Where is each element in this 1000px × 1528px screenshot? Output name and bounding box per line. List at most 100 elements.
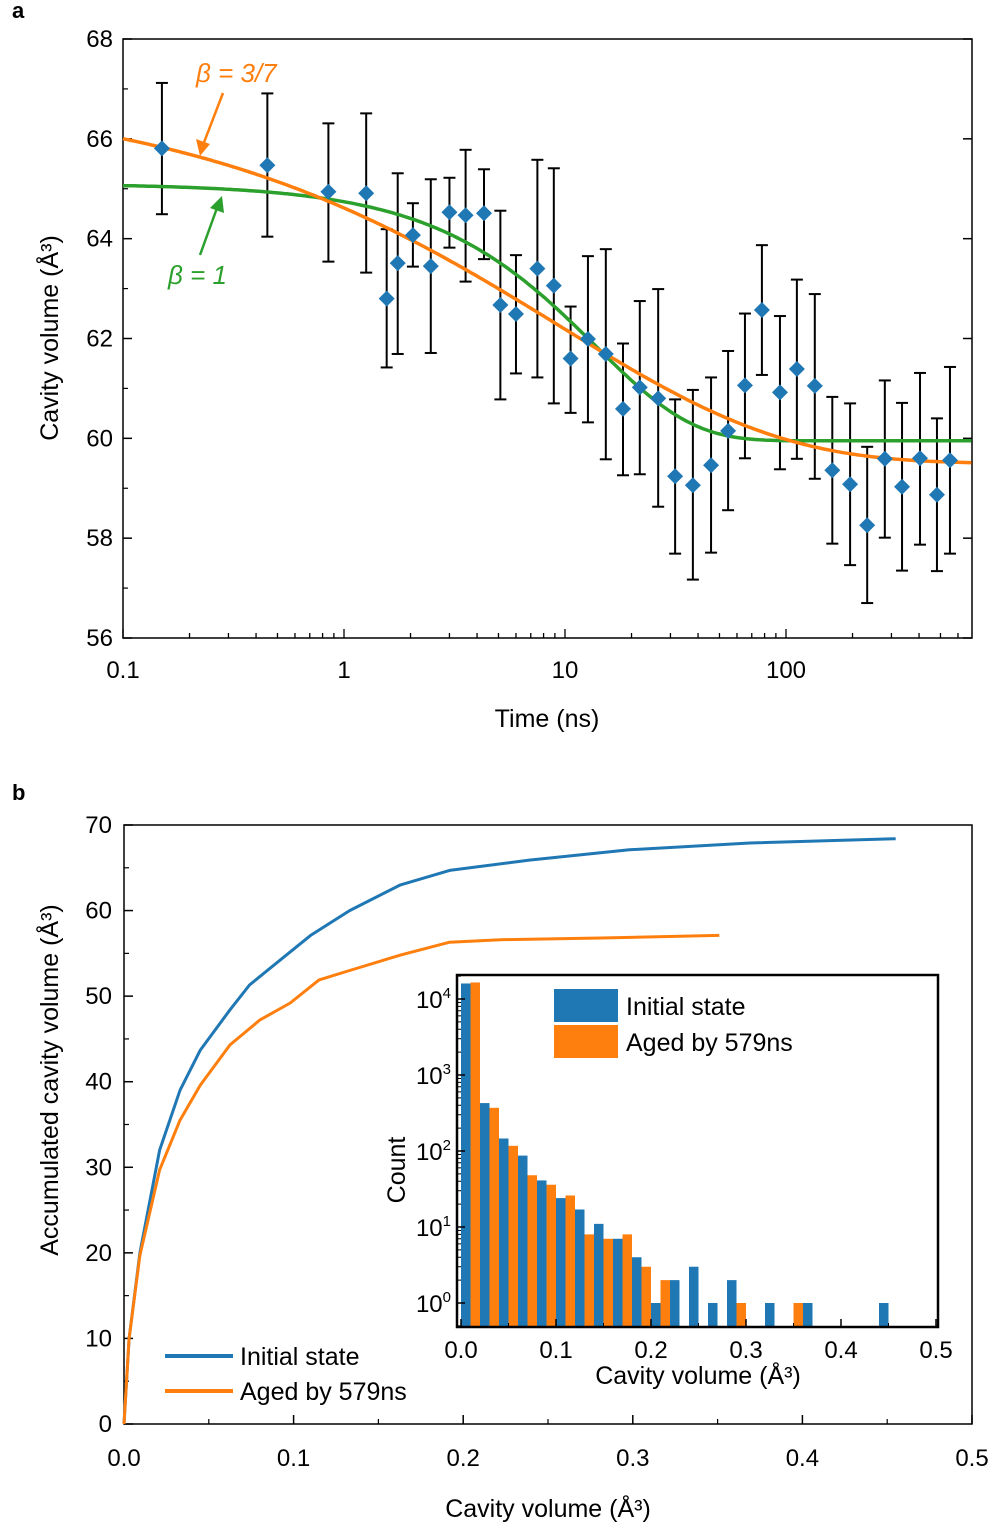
cumulative-line xyxy=(122,837,896,1425)
legend-label-initial: Initial state xyxy=(240,1343,360,1371)
data-point xyxy=(842,476,859,493)
plot-frame xyxy=(123,824,973,1425)
data-point xyxy=(529,260,546,277)
data-point xyxy=(153,140,170,157)
data-point xyxy=(579,330,596,347)
x-tick-label: 0.1 xyxy=(539,1337,572,1364)
histogram-bar xyxy=(537,1180,547,1327)
data-point xyxy=(507,306,524,323)
data-point xyxy=(788,360,805,377)
panel-b-legend: Initial state Aged by 579ns xyxy=(165,1343,407,1406)
inset-legend-aged: Aged by 579ns xyxy=(626,1029,793,1057)
fit-label-stretched: β = 3/7 xyxy=(195,58,278,88)
x-tick-label: 0.1 xyxy=(277,1445,310,1472)
x-tick-label: 0.5 xyxy=(919,1337,952,1364)
x-tick-label: 1 xyxy=(337,657,350,684)
data-point xyxy=(422,258,439,275)
data-point xyxy=(771,384,788,401)
data-point xyxy=(941,452,958,469)
histogram-bar xyxy=(556,1198,566,1327)
data-point xyxy=(259,157,276,174)
panel-label-b: b xyxy=(12,780,25,805)
x-tick-label: 0.4 xyxy=(786,1445,819,1472)
y-tick-label: 56 xyxy=(86,625,113,652)
data-point xyxy=(378,290,395,307)
panel-b-y-label: Accumulated cavity volume (Å³) xyxy=(34,904,64,1256)
histogram-bar xyxy=(641,1266,651,1327)
histogram-bar xyxy=(575,1209,585,1327)
data-point xyxy=(753,302,770,319)
data-point xyxy=(859,517,876,534)
panel-a-x-label: Time (ns) xyxy=(495,705,600,733)
inset-legend-initial: Initial state xyxy=(626,993,746,1021)
y-tick-label: 50 xyxy=(85,983,112,1010)
x-tick-label: 0.0 xyxy=(107,1445,140,1472)
data-point xyxy=(876,450,893,467)
histogram-bar xyxy=(660,1280,670,1327)
histogram-bar xyxy=(613,1238,623,1327)
data-point xyxy=(894,478,911,495)
y-tick-label: 64 xyxy=(86,226,113,253)
histogram-bar xyxy=(565,1195,575,1327)
histogram-bar xyxy=(632,1257,642,1327)
y-tick-label: 10 xyxy=(85,1325,112,1352)
histogram-bar xyxy=(603,1238,613,1327)
data-point xyxy=(631,379,648,396)
data-point xyxy=(912,450,929,467)
data-point xyxy=(358,185,375,202)
histogram-bar xyxy=(689,1266,699,1327)
fit-curve xyxy=(122,136,972,465)
panel-a-plot: 56 58 60 62 64 66 68 0.1 1 10 100 xyxy=(86,26,973,684)
x-tick-label: 0.0 xyxy=(444,1337,477,1364)
arrow-simple-icon xyxy=(198,196,224,256)
cumulative-line xyxy=(122,933,720,1425)
data-point xyxy=(562,350,579,367)
x-tick-label: 0.2 xyxy=(447,1445,480,1472)
data-point xyxy=(457,207,474,224)
data-point xyxy=(650,390,667,407)
x-tick-label: 0.4 xyxy=(824,1337,857,1364)
histogram-bar xyxy=(508,1145,518,1327)
data-point xyxy=(928,486,945,503)
x-tick-label: 0.2 xyxy=(634,1337,667,1364)
data-point xyxy=(475,205,492,222)
data-point xyxy=(684,477,701,494)
histogram-bar xyxy=(736,1303,746,1327)
data-point xyxy=(320,183,337,200)
y-tick-label: 104 xyxy=(416,985,451,1014)
y-tick-label: 100 xyxy=(416,1289,451,1318)
y-tick-label: 0 xyxy=(99,1411,112,1438)
histogram-bar xyxy=(651,1303,661,1327)
histogram-bar xyxy=(480,1103,490,1327)
x-tick-label: 0.1 xyxy=(106,657,139,684)
y-tick-label: 101 xyxy=(416,1213,451,1242)
x-tick-label: 0.3 xyxy=(616,1445,649,1472)
histogram-bar xyxy=(670,1280,680,1327)
legend-label-aged: Aged by 579ns xyxy=(240,1378,407,1406)
y-tick-label: 62 xyxy=(86,326,113,353)
data-point xyxy=(720,422,737,439)
y-tick-label: 30 xyxy=(85,1154,112,1181)
histogram-bar xyxy=(470,982,480,1327)
data-point xyxy=(703,457,720,474)
panel-b-plot: 0 10 20 30 40 50 60 70 0.0 0.1 0.2 0.3 0.4 0.5 xyxy=(85,812,988,1472)
inset-legend: Initial state Aged by 579ns xyxy=(554,989,793,1058)
data-point xyxy=(615,400,632,417)
histogram-bar xyxy=(803,1303,813,1327)
panel-b-x-label: Cavity volume (Å³) xyxy=(445,1493,651,1523)
data-point xyxy=(667,468,684,485)
data-point xyxy=(806,377,823,394)
y-tick-label: 20 xyxy=(85,1240,112,1267)
histogram-bar xyxy=(765,1303,775,1327)
histogram-bar xyxy=(546,1184,556,1327)
histogram-bar xyxy=(879,1303,889,1327)
data-point xyxy=(492,297,509,314)
histogram-bar xyxy=(461,983,471,1327)
y-tick-label: 40 xyxy=(85,1069,112,1096)
y-tick-label: 102 xyxy=(416,1137,451,1166)
data-point xyxy=(404,227,421,244)
x-tick-label: 100 xyxy=(766,657,806,684)
y-tick-label: 66 xyxy=(86,126,113,153)
x-tick-label: 10 xyxy=(552,657,579,684)
